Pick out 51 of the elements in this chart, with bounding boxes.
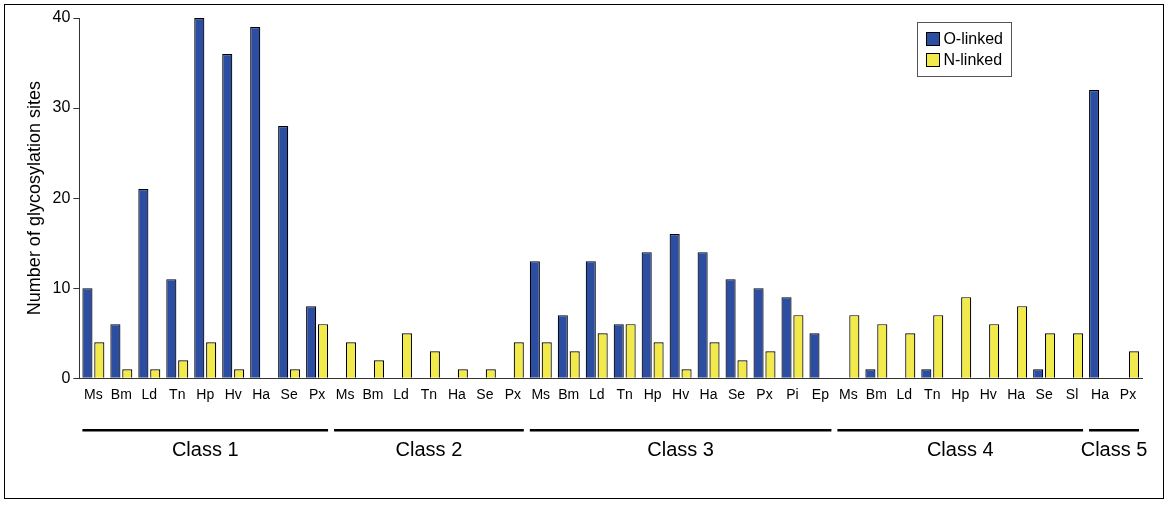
x-tick-label: Tn xyxy=(616,386,633,403)
x-tick-label: Hv xyxy=(672,386,690,403)
x-tick-label: Ms xyxy=(84,386,103,403)
x-tick-label: Ha xyxy=(1091,386,1110,403)
x-tick-label: Ld xyxy=(141,386,158,403)
x-tick-label: Se xyxy=(1035,386,1053,403)
x-tick-label: Ms xyxy=(531,386,551,403)
x-tick-label: Bm xyxy=(362,386,384,403)
x-tick-label: Ld xyxy=(896,386,913,403)
x-tick-label: Ms xyxy=(839,386,858,403)
x-tick-label: Hp xyxy=(951,386,970,403)
x-tick-label: Ha xyxy=(699,386,718,403)
x-tick-label: Px xyxy=(308,386,326,403)
text: Class 1 xyxy=(171,437,239,460)
x-tick-label: Px xyxy=(504,386,521,403)
text: Class 2 xyxy=(395,437,463,460)
x-tick-label: Hv xyxy=(979,386,997,403)
x-tick-label: Tn xyxy=(420,386,438,403)
y-tick-label: 30 xyxy=(52,98,71,116)
x-tick-label: Ha xyxy=(252,386,271,403)
x-tick-label: Se xyxy=(727,386,746,403)
y-tick-label: 20 xyxy=(52,188,71,206)
x-tick-label: Bm xyxy=(110,386,132,403)
y-axis-title: Number of glycosylation sites xyxy=(23,81,44,316)
x-tick-label: Hv xyxy=(224,386,242,403)
x-tick-label: Ld xyxy=(393,386,409,403)
x-tick-label: Tn xyxy=(169,386,186,403)
x-tick-label: Ha xyxy=(1007,386,1026,403)
x-tick-label: Se xyxy=(280,386,298,403)
x-tick-label: Bm xyxy=(558,386,580,403)
x-tick-label: Px xyxy=(756,386,773,403)
text: Class 5 xyxy=(1080,437,1148,460)
x-tick-label: Ep xyxy=(811,386,830,403)
x-tick-label: Px xyxy=(1119,386,1137,403)
x-tick-label: Se xyxy=(476,386,494,403)
legend-label: N-linked xyxy=(943,51,1003,69)
legend-label: O-linked xyxy=(943,30,1003,48)
x-tick-label: Ld xyxy=(588,386,605,403)
text: Class 3 xyxy=(647,437,714,460)
x-tick-label: Bm xyxy=(865,386,887,403)
x-tick-label: Ha xyxy=(447,386,467,403)
y-tick-label: 40 xyxy=(52,8,71,26)
x-tick-label: Pi xyxy=(786,386,799,403)
text: Class 4 xyxy=(926,437,994,460)
y-tick-label: 0 xyxy=(61,368,71,386)
y-tick-label: 10 xyxy=(52,278,71,296)
x-tick-label: Ms xyxy=(335,386,355,403)
x-tick-label: Hp xyxy=(643,386,662,403)
x-tick-label: Tn xyxy=(924,386,941,403)
x-tick-label: Hp xyxy=(196,386,215,403)
x-tick-label: Sl xyxy=(1065,386,1079,403)
